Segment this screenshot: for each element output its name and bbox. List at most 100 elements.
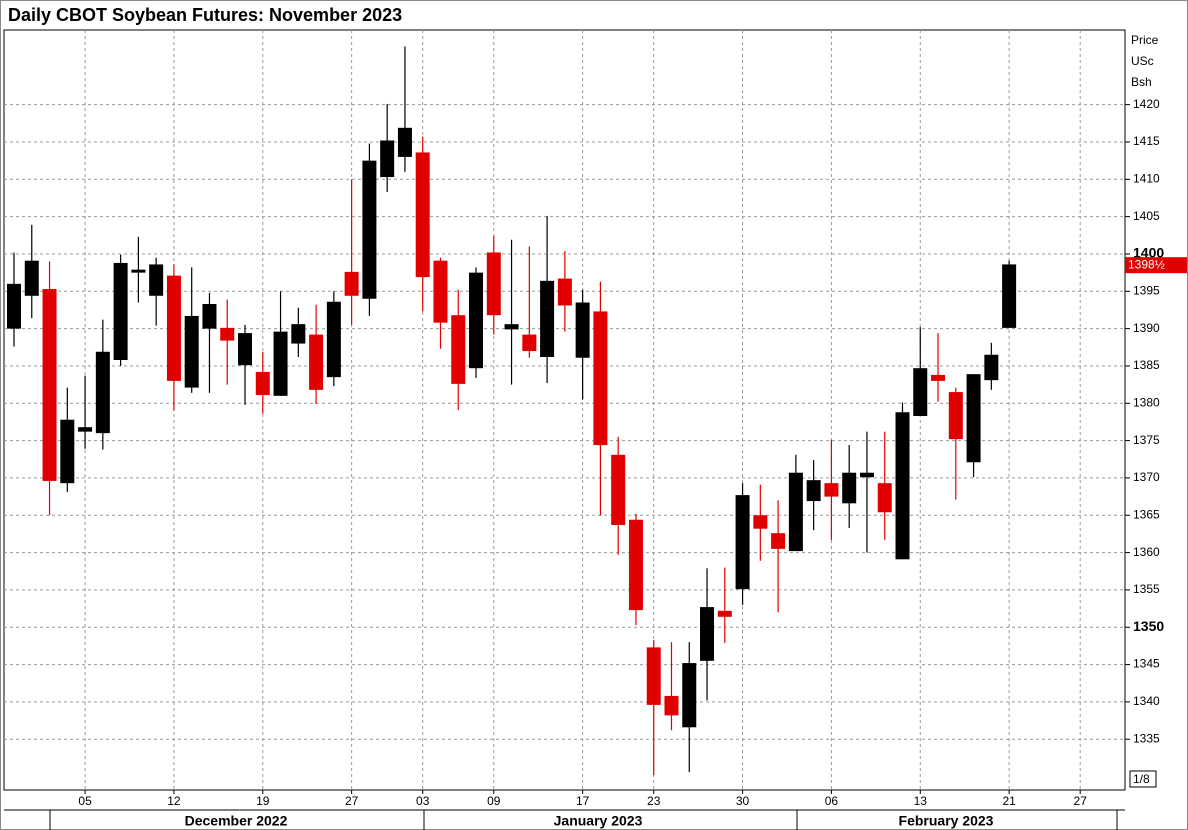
- candle-body: [557, 278, 572, 306]
- y-tick-label: 1415: [1133, 134, 1160, 148]
- candle-body: [788, 472, 803, 552]
- x-tick-label: 13: [914, 794, 928, 808]
- y-tick-label: 1335: [1133, 731, 1160, 745]
- candle-body: [451, 315, 466, 384]
- candle-body: [646, 647, 661, 705]
- candle-body: [753, 515, 768, 529]
- candle-body: [664, 695, 679, 716]
- candle-body: [540, 280, 555, 357]
- x-tick-label: 03: [416, 794, 430, 808]
- scale-note: 1/8: [1133, 772, 1150, 786]
- unit-label: Price: [1131, 33, 1159, 47]
- y-tick-label: 1405: [1133, 209, 1160, 223]
- candle-body: [842, 472, 857, 504]
- unit-label: USc: [1131, 54, 1154, 68]
- candle-body: [166, 275, 181, 381]
- x-tick-label: 05: [78, 794, 92, 808]
- candle-body: [60, 419, 75, 484]
- x-tick-label: 09: [487, 794, 501, 808]
- candle-body: [735, 495, 750, 590]
- candle-body: [966, 374, 981, 463]
- candle-body: [184, 315, 199, 388]
- candle-body: [824, 483, 839, 497]
- chart-title: Daily CBOT Soybean Futures: November 202…: [8, 5, 402, 25]
- x-tick-label: 27: [1074, 794, 1088, 808]
- y-tick-label: 1400: [1133, 245, 1164, 261]
- candle-body: [42, 289, 57, 481]
- y-tick-label: 1360: [1133, 545, 1160, 559]
- y-tick-label: 1345: [1133, 657, 1160, 671]
- candle-body: [131, 269, 146, 273]
- candle-body: [486, 252, 501, 316]
- candle-body: [913, 368, 928, 416]
- candle-body: [238, 333, 253, 366]
- y-tick-label: 1365: [1133, 507, 1160, 521]
- plot-area: [3, 29, 1126, 791]
- y-tick-label: 1340: [1133, 694, 1160, 708]
- candle-body: [948, 392, 963, 440]
- candle-body: [149, 264, 164, 296]
- x-tick-label: 12: [167, 794, 181, 808]
- month-label: December 2022: [185, 813, 288, 829]
- candle-body: [78, 427, 93, 432]
- candle-body: [859, 472, 874, 478]
- candle-body: [273, 331, 288, 396]
- candle-body: [326, 301, 341, 378]
- candle-body: [202, 303, 217, 329]
- y-tick-label: 1385: [1133, 358, 1160, 372]
- candle-body: [309, 334, 324, 390]
- x-tick-label: 23: [647, 794, 661, 808]
- month-label: February 2023: [899, 813, 994, 829]
- unit-label: Bsh: [1131, 75, 1152, 89]
- y-tick-label: 1370: [1133, 470, 1160, 484]
- x-tick-label: 17: [576, 794, 590, 808]
- candle-body: [344, 271, 359, 296]
- candle-body: [700, 607, 715, 661]
- y-tick-label: 1355: [1133, 582, 1160, 596]
- candle-body: [984, 354, 999, 381]
- candle-body: [895, 412, 910, 560]
- candle-body: [611, 454, 626, 525]
- y-tick-label: 1390: [1133, 321, 1160, 335]
- candle-body: [717, 610, 732, 617]
- candle-body: [469, 272, 484, 369]
- candle-body: [362, 160, 377, 299]
- candle-body: [380, 140, 395, 178]
- candle-body: [628, 519, 643, 611]
- candle-body: [522, 334, 537, 352]
- candle-body: [113, 262, 128, 360]
- x-tick-label: 06: [825, 794, 839, 808]
- candle-body: [931, 374, 946, 381]
- y-tick-label: 1350: [1133, 618, 1164, 634]
- x-tick-label: 19: [256, 794, 270, 808]
- candle-body: [433, 260, 448, 323]
- candle-body: [24, 260, 39, 296]
- y-tick-label: 1375: [1133, 433, 1160, 447]
- candle-body: [771, 533, 786, 549]
- candle-body: [806, 480, 821, 502]
- candle-body: [593, 311, 608, 446]
- y-tick-label: 1395: [1133, 283, 1160, 297]
- x-tick-label: 21: [1002, 794, 1016, 808]
- y-tick-label: 1410: [1133, 171, 1160, 185]
- y-tick-label: 1380: [1133, 395, 1160, 409]
- y-tick-label: 1420: [1133, 97, 1160, 111]
- candle-body: [575, 302, 590, 358]
- candle-body: [95, 351, 110, 434]
- x-tick-label: 30: [736, 794, 750, 808]
- candle-body: [7, 283, 21, 329]
- candle-body: [682, 663, 697, 728]
- scale-note-box: [1129, 770, 1157, 788]
- x-tick-label: 27: [345, 794, 359, 808]
- last-price-label: 1398½: [1128, 257, 1165, 271]
- last-price-tag: [1125, 257, 1187, 274]
- candle-body: [415, 152, 430, 278]
- candle-body: [291, 324, 306, 344]
- candle-body: [255, 371, 270, 396]
- candle-body: [877, 483, 892, 513]
- candle-body: [397, 127, 412, 157]
- candle-body: [504, 324, 519, 330]
- candle-body: [220, 327, 235, 341]
- candle-body: [1002, 264, 1017, 328]
